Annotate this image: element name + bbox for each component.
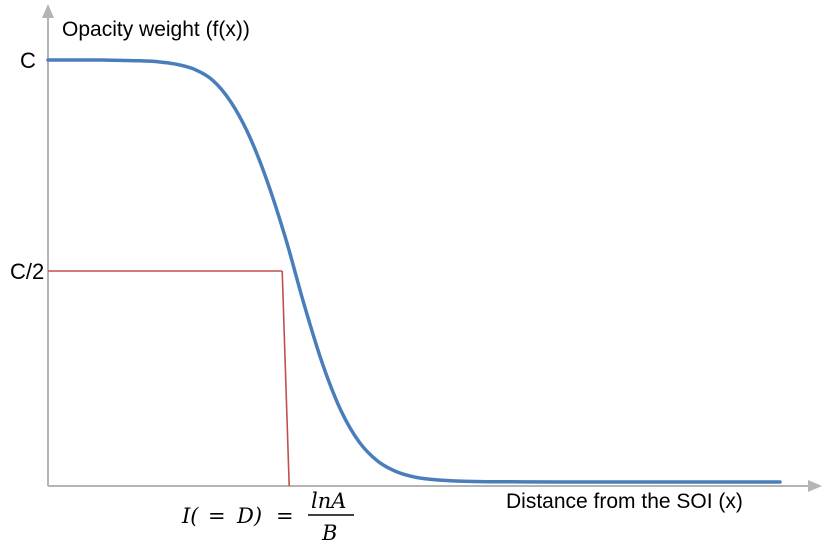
- inflection-guide-line: [281, 270, 290, 487]
- y-tick-label-c-half: C/2: [10, 259, 44, 284]
- formula-mid: D): [236, 504, 262, 528]
- formula-numerator: lnA: [311, 489, 346, 513]
- axes: [42, 4, 822, 492]
- y-axis-title: Opacity weight (f(x)): [62, 18, 250, 41]
- y-tick-label-c: C: [20, 48, 36, 73]
- formula-equals-1: =: [208, 504, 226, 528]
- x-annotation-formula: I( = D) = lnA B: [181, 489, 354, 545]
- x-axis-arrow: [808, 480, 822, 492]
- formula-equals-2: =: [276, 504, 294, 528]
- y-axis-arrow: [42, 4, 54, 18]
- formula-lhs: I(: [181, 504, 199, 528]
- formula-denominator: B: [321, 521, 337, 545]
- opacity-weight-curve: [46, 58, 782, 484]
- x-axis-title: Distance from the SOI (x): [506, 490, 743, 513]
